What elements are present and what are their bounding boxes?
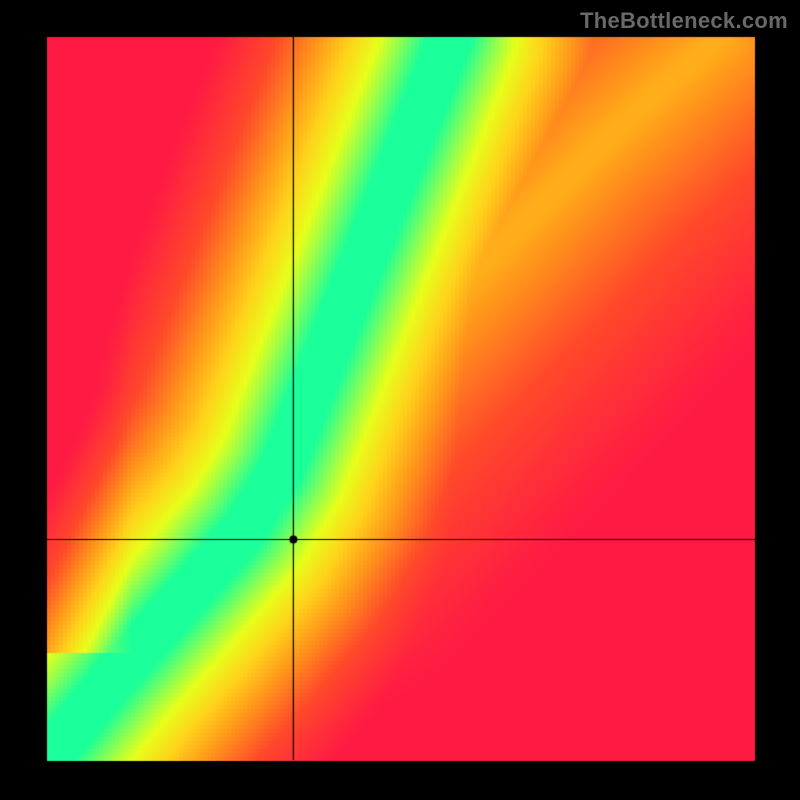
watermark-text: TheBottleneck.com [580,8,788,34]
chart-container: TheBottleneck.com [0,0,800,800]
heatmap-canvas [0,0,800,800]
